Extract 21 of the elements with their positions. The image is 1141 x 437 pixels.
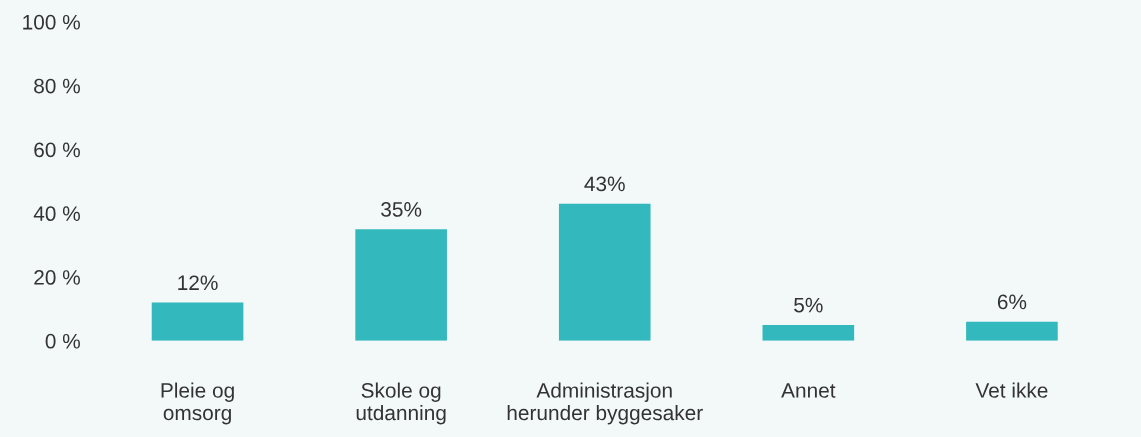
- x-tick-label: Annet: [781, 383, 836, 398]
- x-tick-label: Administrasjon herunder byggesaker: [507, 382, 703, 425]
- data-label: 43%: [584, 176, 625, 192]
- bar: [151, 302, 244, 341]
- y-tick-label: 80 %: [34, 78, 80, 94]
- data-label: 5%: [794, 297, 823, 313]
- data-label: 35%: [381, 202, 422, 217]
- x-tick-label: Skole og utdanning: [356, 382, 446, 425]
- bar: [966, 321, 1058, 341]
- data-label: 12%: [178, 275, 218, 291]
- bar: [355, 229, 447, 341]
- x-tick-label: Vet ikke: [975, 382, 1048, 398]
- y-tick-label: 20 %: [34, 270, 80, 285]
- x-tick-label: Pleie og omsorg: [161, 382, 234, 425]
- y-tick-label: 0 %: [45, 333, 80, 349]
- y-tick-label: 40 %: [33, 206, 80, 222]
- y-tick-label: 60 %: [34, 142, 80, 158]
- data-label: 6%: [997, 294, 1027, 310]
- y-tick-label: 100 %: [23, 14, 80, 30]
- bar: [558, 203, 651, 341]
- bar: [762, 324, 855, 341]
